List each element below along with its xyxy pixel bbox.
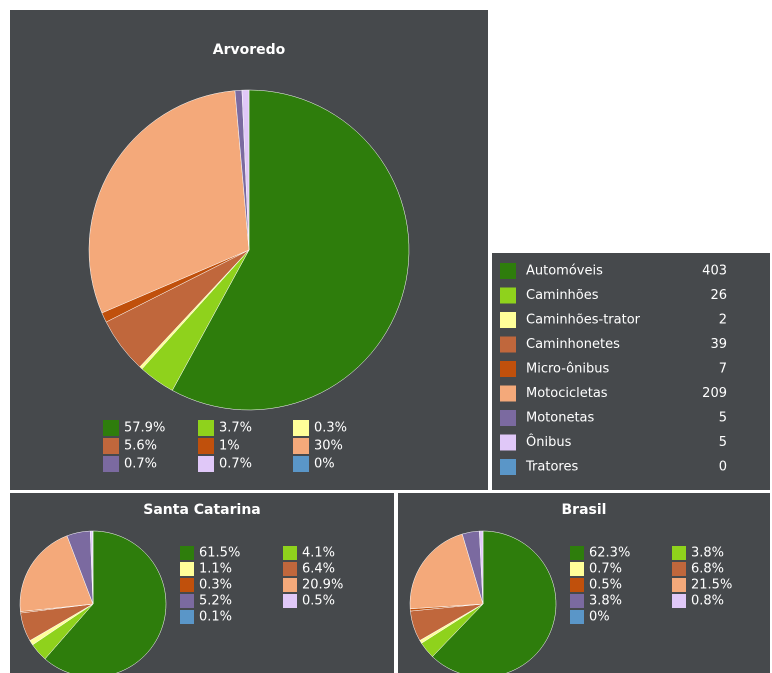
legend-swatch: [500, 287, 516, 304]
category-count: 2: [719, 313, 727, 328]
legend-swatch: [500, 263, 516, 279]
legend-swatch: [570, 562, 584, 576]
legend-swatch: [198, 438, 214, 454]
value-label: 57.9%: [124, 421, 165, 436]
value-label: 21.5%: [691, 578, 732, 593]
value-label: 62.3%: [589, 546, 630, 561]
legend-swatch: [103, 438, 119, 454]
legend-swatch: [500, 336, 516, 353]
value-label: 0.7%: [589, 562, 622, 577]
category-name: Caminhões-trator: [526, 313, 641, 328]
legend-swatch: [293, 456, 309, 472]
legend-swatch: [103, 420, 119, 436]
category-count: 209: [702, 386, 727, 401]
legend-swatch: [500, 385, 516, 402]
legend-swatch: [180, 578, 194, 592]
value-label: 6.8%: [691, 562, 724, 577]
pie-slice: [171, 89, 410, 411]
legend-swatch: [283, 578, 297, 592]
value-label: 6.4%: [302, 562, 335, 577]
category-name: Caminhonetes: [526, 337, 620, 352]
legend-swatch: [293, 438, 309, 454]
value-label: 20.9%: [302, 578, 343, 593]
legend-swatch: [283, 562, 297, 576]
category-count: 5: [719, 411, 727, 426]
value-label: 61.5%: [199, 546, 240, 561]
value-label: 0.3%: [199, 578, 232, 593]
pie-slice: [241, 89, 250, 251]
category-name: Motocicletas: [526, 386, 608, 401]
legend-swatch: [570, 578, 584, 592]
pie-slice: [44, 530, 167, 673]
value-label: 3.8%: [691, 546, 724, 561]
value-label: 0.5%: [302, 594, 335, 609]
legend-swatch: [672, 562, 686, 576]
legend-swatch: [570, 594, 584, 608]
panel: [492, 253, 770, 490]
category-name: Tratores: [525, 460, 578, 475]
legend-swatch: [103, 456, 119, 472]
legend-swatch: [500, 312, 516, 328]
legend-swatch: [672, 594, 686, 608]
legend-swatch: [500, 434, 516, 451]
chart-title: Arvoredo: [213, 42, 286, 58]
pie-slice: [88, 90, 250, 314]
chart-title: Santa Catarina: [143, 502, 261, 518]
value-label: 0%: [589, 610, 610, 625]
category-name: Caminhões: [526, 288, 599, 303]
legend-swatch: [180, 610, 194, 624]
chart-title: Brasil: [562, 502, 607, 518]
legend-swatch: [672, 578, 686, 592]
value-label: 30%: [314, 439, 343, 454]
value-label: 1.1%: [199, 562, 232, 577]
value-label: 0.7%: [219, 457, 252, 472]
legend-swatch: [500, 410, 516, 426]
legend-swatch: [283, 546, 297, 560]
value-label: 3.8%: [589, 594, 622, 609]
category-count: 403: [702, 264, 727, 279]
value-label: 5.6%: [124, 439, 157, 454]
category-count: 5: [719, 435, 727, 450]
value-label: 0%: [314, 457, 335, 472]
legend-swatch: [180, 562, 194, 576]
legend-swatch: [293, 420, 309, 436]
category-count: 7: [719, 362, 727, 377]
pie-slice: [19, 535, 94, 612]
value-label: 0.8%: [691, 594, 724, 609]
value-label: 3.7%: [219, 421, 252, 436]
value-label: 5.2%: [199, 594, 232, 609]
value-label: 4.1%: [302, 546, 335, 561]
legend-swatch: [500, 361, 516, 377]
value-label: 0.7%: [124, 457, 157, 472]
legend-swatch: [570, 610, 584, 624]
legend-swatch: [198, 420, 214, 436]
category-name: Micro-ônibus: [526, 362, 609, 377]
legend-swatch: [500, 459, 516, 475]
legend-swatch: [180, 594, 194, 608]
legend-swatch: [198, 456, 214, 472]
category-name: Motonetas: [526, 411, 595, 426]
category-count: 26: [710, 288, 727, 303]
pie-slice: [479, 530, 484, 605]
category-name: Ônibus: [526, 434, 572, 450]
value-label: 0.1%: [199, 610, 232, 625]
pie-slice: [409, 533, 484, 610]
legend-swatch: [180, 546, 194, 560]
legend-swatch: [672, 546, 686, 560]
value-label: 0.3%: [314, 421, 347, 436]
legend-swatch: [570, 546, 584, 560]
category-name: Automóveis: [526, 264, 603, 279]
value-label: 0.5%: [589, 578, 622, 593]
pie-slice: [432, 530, 557, 673]
value-label: 1%: [219, 439, 240, 454]
category-count: 39: [710, 337, 727, 352]
category-count: 0: [719, 460, 727, 475]
legend-swatch: [283, 594, 297, 608]
